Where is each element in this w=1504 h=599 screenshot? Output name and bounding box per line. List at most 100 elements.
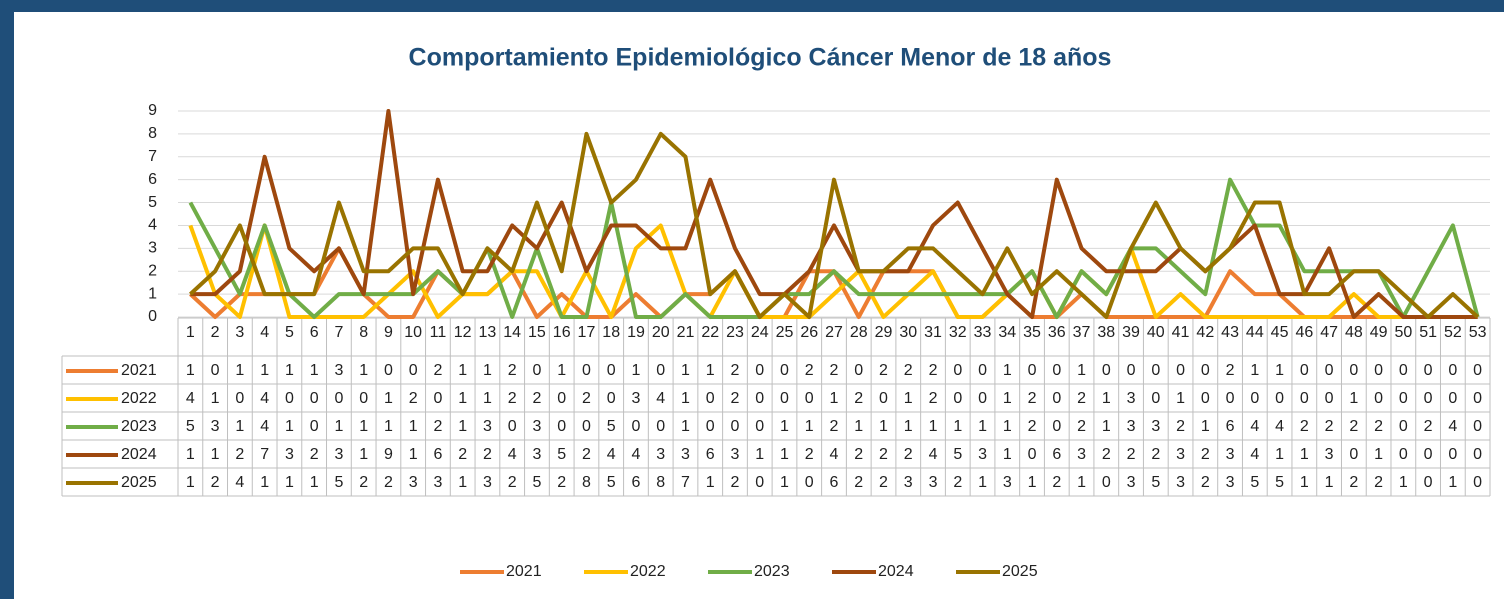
table-cell: 2 [929,362,938,379]
table-cell: 2 [483,446,492,463]
table-cell: 2 [532,390,541,407]
table-cell: 0 [1374,390,1383,407]
table-cell: 2 [904,446,913,463]
legend-label: 2022 [630,563,666,580]
table-cell: 0 [1448,446,1457,463]
legend-label: 2021 [506,563,542,580]
table-cell: 1 [359,418,368,435]
table-cell: 0 [755,474,764,491]
table-cell: 3 [409,474,418,491]
table-cell: 0 [1473,390,1482,407]
table-row-label: 2021 [121,362,157,379]
x-tick-label: 44 [1246,324,1264,341]
table-cell: 1 [805,418,814,435]
x-tick-label: 38 [1097,324,1115,341]
x-tick-label: 31 [924,324,942,341]
table-cell: 1 [186,474,195,491]
table-cell: 1 [904,418,913,435]
table-cell: 3 [1003,474,1012,491]
table-cell: 2 [854,446,863,463]
table-cell: 2 [384,474,393,491]
y-tick-label: 0 [148,308,157,325]
table-cell: 1 [260,474,269,491]
table-cell: 2 [1374,418,1383,435]
table-cell: 0 [310,418,319,435]
table-cell: 2 [929,390,938,407]
table-cell: 1 [557,362,566,379]
table-cell: 3 [656,446,665,463]
table-cell: 1 [285,418,294,435]
legend-label: 2023 [754,563,790,580]
table-row-label: 2024 [121,446,157,463]
table-row-label: 2022 [121,390,157,407]
table-cell: 1 [1448,474,1457,491]
table-cell: 1 [1201,418,1210,435]
x-tick-label: 13 [479,324,497,341]
table-cell: 3 [681,446,690,463]
legend-label: 2025 [1002,563,1038,580]
table-cell: 0 [1300,390,1309,407]
table-cell: 3 [211,418,220,435]
x-tick-label: 35 [1023,324,1041,341]
table-cell: 5 [557,446,566,463]
table-cell: 0 [582,362,591,379]
table-cell: 2 [409,390,418,407]
table-cell: 2 [1151,446,1160,463]
table-cell: 1 [978,474,987,491]
table-cell: 1 [235,362,244,379]
table-cell: 0 [805,390,814,407]
table-cell: 2 [1127,446,1136,463]
table-cell: 1 [235,418,244,435]
table-cell: 1 [1003,446,1012,463]
table-cell: 4 [186,390,195,407]
table-cell: 1 [285,474,294,491]
table-cell: 0 [953,390,962,407]
x-tick-label: 50 [1394,324,1412,341]
table-cell: 2 [879,446,888,463]
table-cell: 0 [1052,362,1061,379]
table-cell: 2 [1349,474,1358,491]
series-line [188,177,1480,319]
table-cell: 2 [508,390,517,407]
table-cell: 1 [1275,446,1284,463]
y-tick-label: 6 [148,171,157,188]
y-tick-label: 2 [148,262,157,279]
table-cell: 3 [978,446,987,463]
table-cell: 2 [433,362,442,379]
y-tick-label: 7 [148,148,157,165]
table-cell: 1 [260,362,269,379]
table-cell: 4 [607,446,616,463]
x-tick-label: 47 [1320,324,1338,341]
x-tick-label: 4 [260,324,269,341]
table-cell: 3 [1226,446,1235,463]
table-cell: 1 [211,446,220,463]
x-tick-label: 6 [310,324,319,341]
table-cell: 2 [1176,418,1185,435]
table-cell: 1 [1275,362,1284,379]
chart-area [14,12,1504,599]
x-tick-label: 22 [701,324,719,341]
x-tick-label: 33 [974,324,992,341]
table-cell: 0 [1473,474,1482,491]
table-cell: 0 [310,390,319,407]
x-tick-label: 49 [1370,324,1388,341]
table-cell: 5 [607,474,616,491]
table-cell: 0 [1448,390,1457,407]
table-cell: 0 [1399,390,1408,407]
table-cell: 3 [1151,418,1160,435]
x-tick-label: 20 [652,324,670,341]
table-cell: 1 [1250,362,1259,379]
table-cell: 0 [1102,362,1111,379]
x-tick-label: 32 [949,324,967,341]
x-tick-label: 24 [751,324,769,341]
table-cell: 0 [755,390,764,407]
table-cell: 0 [1201,390,1210,407]
table-cell: 2 [508,474,517,491]
table-cell: 0 [755,418,764,435]
table-cell: 0 [953,362,962,379]
table-cell: 1 [1102,418,1111,435]
table-cell: 0 [805,474,814,491]
table-cell: 2 [582,446,591,463]
table-cell: 2 [854,390,863,407]
x-tick-label: 25 [776,324,794,341]
